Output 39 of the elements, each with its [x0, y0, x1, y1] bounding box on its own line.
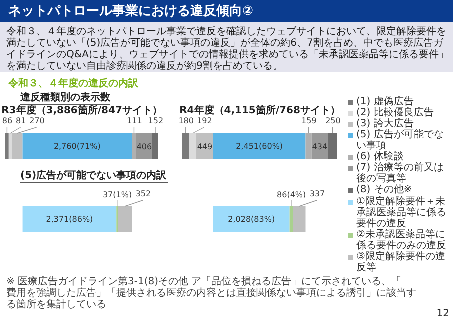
legend-label: ①限定解除要件＋未承認医薬品等に係る要件の違反 — [356, 196, 446, 230]
legend-label: (8) その他※ — [356, 184, 412, 196]
legend-label: (2) 比較優良広告 — [356, 106, 434, 118]
text: 違反種類別の表示数 — [20, 92, 112, 104]
legend-label: (7) 治療等の前又は後の写真等 — [356, 162, 444, 184]
text: (5)広告が可能でない事項の内訳 — [20, 170, 168, 182]
data-label: 86(4%) — [277, 190, 306, 200]
data-label: 449 — [197, 142, 213, 152]
data-label: 192 — [197, 116, 212, 126]
legend-label: (1) 虚偽広告 — [356, 96, 414, 108]
data-label: 81 — [16, 116, 26, 126]
chart-title: R3年度（3,886箇所/847サイト） — [2, 104, 162, 116]
data-label: 352 — [136, 190, 152, 198]
text: ③限定解除要件の違反等 — [356, 250, 446, 274]
data-label: 2,371(86%) — [46, 215, 94, 224]
data-label: 37(1%) — [102, 190, 132, 200]
legend-label: (3) 誇大広告 — [356, 118, 414, 130]
text: ネットパトロール事業における違反傾向② — [8, 3, 254, 19]
data-label: 2,451(60%) — [236, 142, 284, 151]
data-label: 86 — [2, 116, 13, 126]
data-label: 250 — [326, 116, 341, 126]
legend-label: ②未承認医薬品等に係る要件のみの違反 — [356, 228, 446, 252]
text: 12 — [436, 308, 450, 320]
chart-title: R4年度（4,115箇所/768サイト） — [180, 104, 340, 116]
data-label: 180 — [178, 116, 194, 126]
data-label: 152 — [148, 116, 164, 126]
text: 令和３、４年度の違反の内訳 — [8, 78, 140, 90]
text: 令和３、４年度のネットパトロール事業で違反を確認したウェブサイトにおいて、限定解除要件を満たしていない「(5)広告が可能でない事項の違反」が全体の約6、7割を占め、中でも医療広告ガイドラインのQ&Aにより、ウェブサイトでの情報提供を求めている「未承認医薬品等に係る要件」を満たしていない自由診療関係の違反が約9割を占めている。 — [6, 26, 450, 72]
text: ※ 医療広告ガイドライン第3-1(8)その他 ア「品位を損ねる広告」にて示されている、「費用を強調した広告」「提供される医療の内容とは直接関係ない事項による誘引」に該当する箇所を集計している — [6, 276, 416, 310]
legend-label: (5) 広告が可能でない事項 — [356, 128, 444, 152]
data-label: 337 — [310, 190, 326, 198]
data-label: 159 — [302, 116, 317, 126]
data-label: 2,028(83%) — [228, 215, 276, 224]
data-label: 2,760(71%) — [54, 142, 101, 151]
data-label: 434 — [312, 142, 328, 152]
data-label: 111 — [127, 116, 142, 126]
data-label: 406 — [136, 142, 152, 152]
legend-label: (6) 体験談 — [356, 150, 404, 162]
data-label: 270 — [30, 116, 45, 126]
